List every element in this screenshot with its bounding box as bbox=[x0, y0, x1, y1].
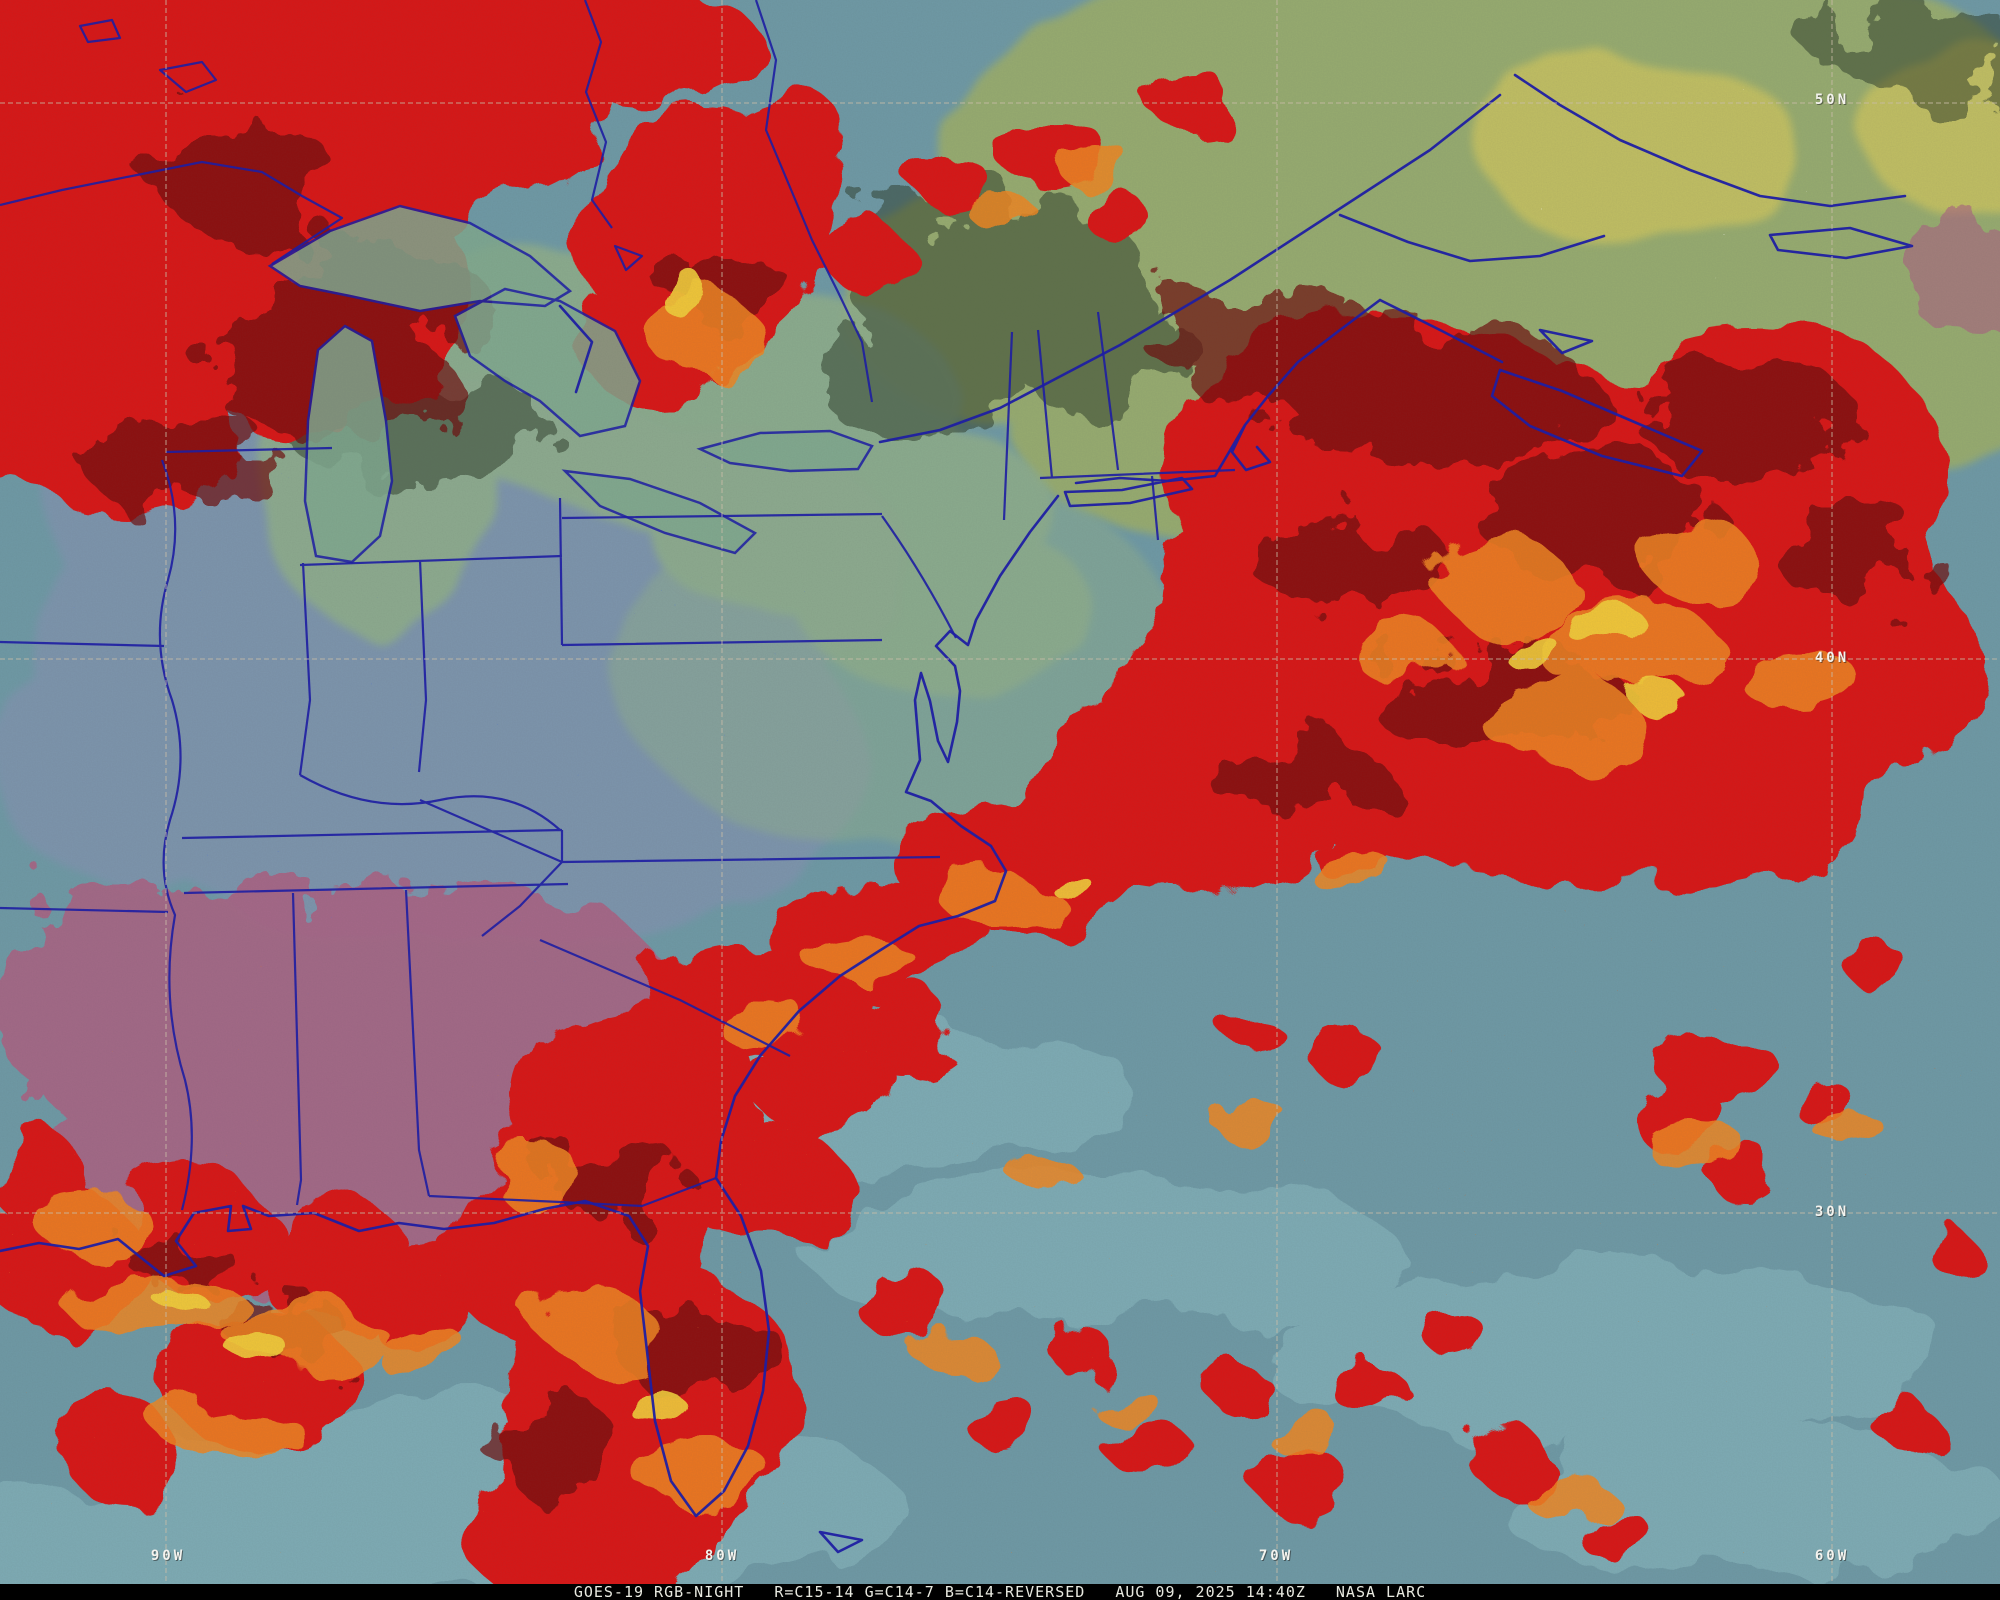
datetime-label: AUG 09, 2025 14:40Z bbox=[1115, 1583, 1306, 1600]
product-name-label: GOES-19 RGB-NIGHT bbox=[573, 1583, 745, 1600]
channel-recipe-label: R=C15-14 G=C14-7 B=C14-REVERSED bbox=[774, 1583, 1086, 1600]
credit-label: NASA LARC bbox=[1335, 1583, 1427, 1600]
caption-bar: GOES-19 RGB-NIGHT R=C15-14 G=C14-7 B=C14… bbox=[0, 1584, 2000, 1600]
